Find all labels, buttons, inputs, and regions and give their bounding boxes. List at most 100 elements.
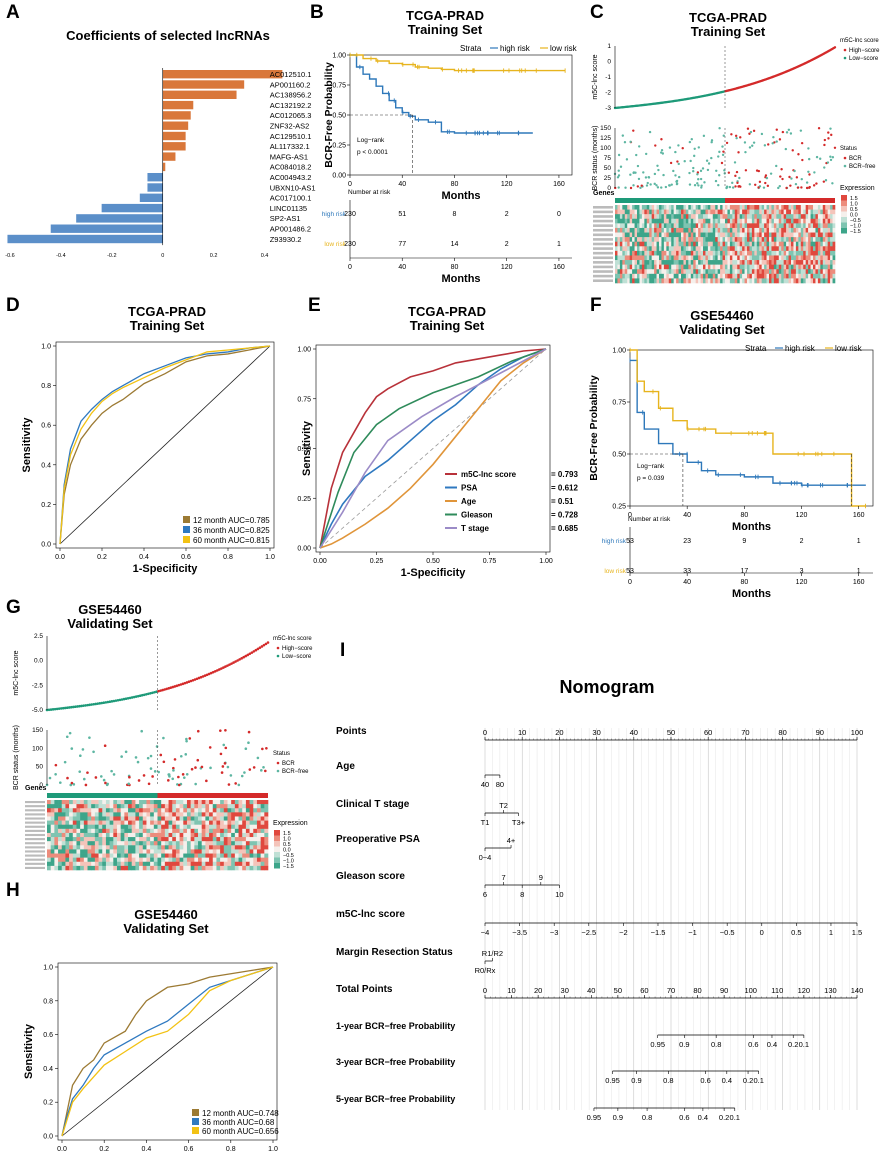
heatmap-cell [164,800,169,805]
heatmap-cell [678,246,682,252]
heatmap-cell [617,232,621,238]
heatmap-cell [725,227,728,233]
heatmap-cell [168,812,173,817]
heatmap-cell [786,209,789,215]
heatmap-cell [695,232,699,238]
heatmap-cell [242,820,247,826]
heatmap-cell [615,241,618,247]
score-tick: 0 [607,59,611,66]
heatmap-cell [157,800,162,805]
nomogram-tick-label: 0.6 [700,1076,710,1085]
heatmap-cell [198,857,202,863]
heatmap-cell [201,824,206,830]
heatmap-cell [212,849,217,854]
score-point [220,667,223,670]
heatmap-cell [47,832,51,838]
status-point [629,186,633,190]
status-legend-bcr: BCR [849,156,862,162]
heatmap-cell [786,264,789,270]
heatmap-cell [175,804,180,809]
heatmap-cell [654,223,657,229]
heatmap-cell [641,273,645,279]
heatmap-cell [786,246,789,252]
heatmap-cell [832,237,836,243]
heatmap-cell [793,278,797,284]
expression-swatch [841,195,847,201]
heatmap-cell [649,250,652,256]
heatmap-cell [751,223,755,229]
heatmap-cell [157,857,162,863]
heatmap-cell [164,837,169,842]
heatmap-cell [198,861,202,867]
heatmap-cell [624,278,628,284]
heatmap-cell [227,820,232,826]
heatmap-cell [700,227,704,233]
status-point [785,186,788,190]
heatmap-cell [817,250,821,256]
heatmap-cell [722,278,726,284]
heatmap-cell [734,223,738,229]
heatmap-cell [256,828,261,834]
heatmap-cell [805,273,809,279]
heatmap-cell [216,800,221,805]
heatmap-cell [646,278,650,284]
risk-value: 14 [451,241,459,248]
heatmap-cell [644,237,648,243]
status-tick: 75 [604,155,612,162]
x-tick-label: 40 [683,512,691,519]
heatmap-cell [751,214,755,220]
heatmap-cell [253,800,258,805]
heatmap-cell [766,227,770,233]
score-point [228,663,231,666]
heatmap-cell [732,241,736,247]
heatmap-cell [128,804,133,809]
heatmap-cell [825,255,828,261]
heatmap-cell [678,209,682,215]
heatmap-cell [717,269,721,275]
heatmap-cell [627,264,630,270]
heatmap-cell [693,264,696,270]
score-point [183,681,187,685]
heatmap-cell [712,264,716,270]
heatmap-cell [124,849,129,854]
gene-name [25,817,45,820]
status-point [619,165,623,168]
heatmap-cell [715,223,718,229]
status-axis-label: BCR status (months) [592,126,599,191]
score-point [163,688,166,691]
nomogram-tick-label: T2 [499,801,508,810]
heatmap-cell [264,832,269,838]
heatmap-cell [142,812,147,817]
heatmap-cell [644,250,648,256]
heatmap-cell [659,269,662,275]
heatmap-cell [781,209,784,215]
heatmap-cell [688,209,692,215]
status-point [688,171,691,175]
heatmap-cell [65,820,70,826]
heatmap-cell [175,832,180,838]
heatmap-cell [632,205,635,210]
heatmap-cell [764,214,767,220]
heatmap-cell [661,223,665,229]
nomogram-tick-label: 40 [587,986,595,995]
heatmap-cell [681,237,684,243]
status-point [764,174,768,177]
score-point [110,700,114,703]
heatmap-cell [725,269,728,275]
heatmap-cell [673,237,677,243]
risk-tick-label: 0 [628,579,632,586]
heatmap-cell [825,223,828,229]
heatmap-cell [681,227,684,233]
heatmap-cell [678,237,682,243]
status-point [700,186,703,189]
heatmap-cell [778,209,782,215]
panel-a-chart: Coefficients of selected lncRNAsAC012510… [5,28,315,259]
gene-name [593,215,613,218]
chart-subtitle: Training Set [410,318,485,333]
status-point [171,777,175,781]
status-tick: 125 [600,135,611,142]
heatmap-cell [58,861,63,867]
heatmap-cell [260,800,265,805]
heatmap-cell [764,205,767,210]
heatmap-cell [76,820,81,826]
